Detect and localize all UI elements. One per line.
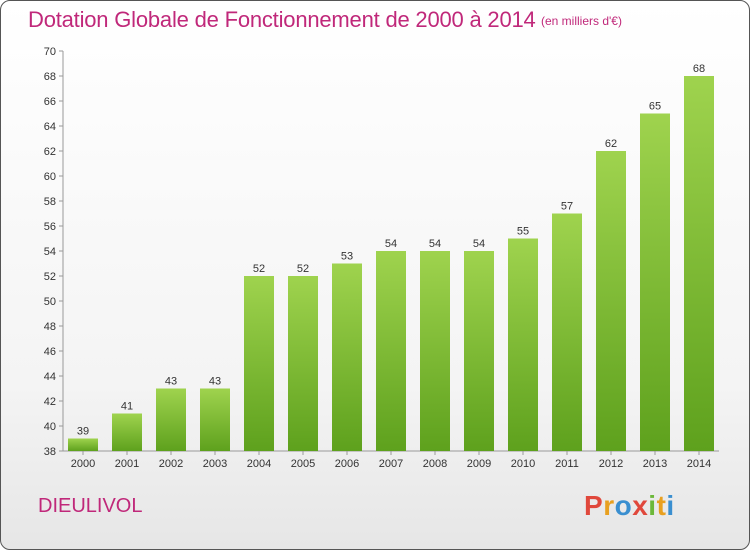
bar-2000 — [68, 438, 98, 451]
data-label: 54 — [429, 238, 441, 250]
x-tick-label: 2009 — [467, 458, 491, 470]
x-tick-label: 2011 — [555, 458, 579, 470]
data-label: 54 — [385, 238, 397, 250]
x-tick-label: 2002 — [159, 458, 183, 470]
data-label: 53 — [341, 251, 353, 263]
data-label: 43 — [165, 376, 177, 388]
x-tick-label: 2006 — [335, 458, 359, 470]
bar-2005 — [288, 276, 318, 451]
bar-2006 — [332, 263, 362, 451]
bar-2014 — [684, 76, 714, 451]
data-label: 62 — [605, 138, 617, 150]
y-tick-label: 56 — [44, 221, 56, 233]
bar-2011 — [552, 213, 582, 451]
chart-axes: 38 40 42 44 46 48 50 52 54 56 58 60 62 64 66 68 70 2000 20… — [44, 46, 719, 470]
y-tick-label: 62 — [44, 146, 56, 158]
x-tick-label: 2007 — [379, 458, 403, 470]
data-label: 52 — [253, 263, 265, 275]
bar-2003 — [200, 388, 230, 451]
y-tick-label: 44 — [44, 371, 56, 383]
y-tick-label: 54 — [44, 246, 56, 258]
data-label: 68 — [693, 63, 705, 75]
chart-title: Dotation Globale de Fonctionnement de 20… — [28, 7, 536, 32]
data-label: 55 — [517, 226, 529, 238]
data-label: 43 — [209, 376, 221, 388]
y-tick-label: 50 — [44, 296, 56, 308]
data-label: 52 — [297, 263, 309, 275]
chart-subtitle: (en milliers d'€) — [541, 14, 622, 28]
bar-2013 — [640, 113, 670, 451]
x-tick-label: 2001 — [115, 458, 139, 470]
y-tick-label: 42 — [44, 396, 56, 408]
y-tick-label: 40 — [44, 421, 56, 433]
data-label: 57 — [561, 201, 573, 213]
x-tick-label: 2000 — [71, 458, 95, 470]
y-tick-label: 64 — [44, 121, 56, 133]
y-tick-label: 38 — [44, 446, 56, 458]
logo-letter: t — [656, 490, 667, 521]
y-tick-label: 70 — [44, 46, 56, 58]
bar-2002 — [156, 388, 186, 451]
data-label: 65 — [649, 101, 661, 113]
y-tick-label: 68 — [44, 71, 56, 83]
x-tick-label: 2013 — [643, 458, 667, 470]
chart-bars: 39 41 43 43 52 52 53 54 54 54 55 57 62 65 68 — [68, 63, 714, 451]
data-label: 39 — [77, 426, 89, 438]
data-label: 54 — [473, 238, 485, 250]
x-tick-label: 2005 — [291, 458, 315, 470]
logo-letter: i — [666, 490, 675, 521]
x-tick-label: 2010 — [511, 458, 535, 470]
logo-letter: r — [603, 490, 615, 521]
logo-letter: o — [614, 490, 633, 521]
bar-2001 — [112, 413, 142, 451]
x-tick-label: 2008 — [423, 458, 447, 470]
data-label: 41 — [121, 401, 133, 413]
y-tick-label: 58 — [44, 196, 56, 208]
x-tick-label: 2014 — [687, 458, 711, 470]
y-tick-label: 66 — [44, 96, 56, 108]
bar-2004 — [244, 276, 274, 451]
logo-letter: P — [584, 490, 604, 521]
bar-2009 — [464, 251, 494, 451]
x-tick-label: 2003 — [203, 458, 227, 470]
y-tick-label: 52 — [44, 271, 56, 283]
bar-2008 — [420, 251, 450, 451]
y-tick-label: 60 — [44, 171, 56, 183]
commune-name: DIEULIVOL — [38, 495, 143, 517]
logo-letter: i — [648, 490, 657, 521]
logo-letter: x — [632, 490, 649, 521]
proxiti-logo: Proxiti — [584, 490, 675, 522]
x-tick-label: 2004 — [247, 458, 271, 470]
bar-2010 — [508, 238, 538, 451]
x-tick-label: 2012 — [599, 458, 623, 470]
bar-2012 — [596, 151, 626, 451]
y-tick-label: 46 — [44, 346, 56, 358]
bar-2007 — [376, 251, 406, 451]
y-tick-label: 48 — [44, 321, 56, 333]
